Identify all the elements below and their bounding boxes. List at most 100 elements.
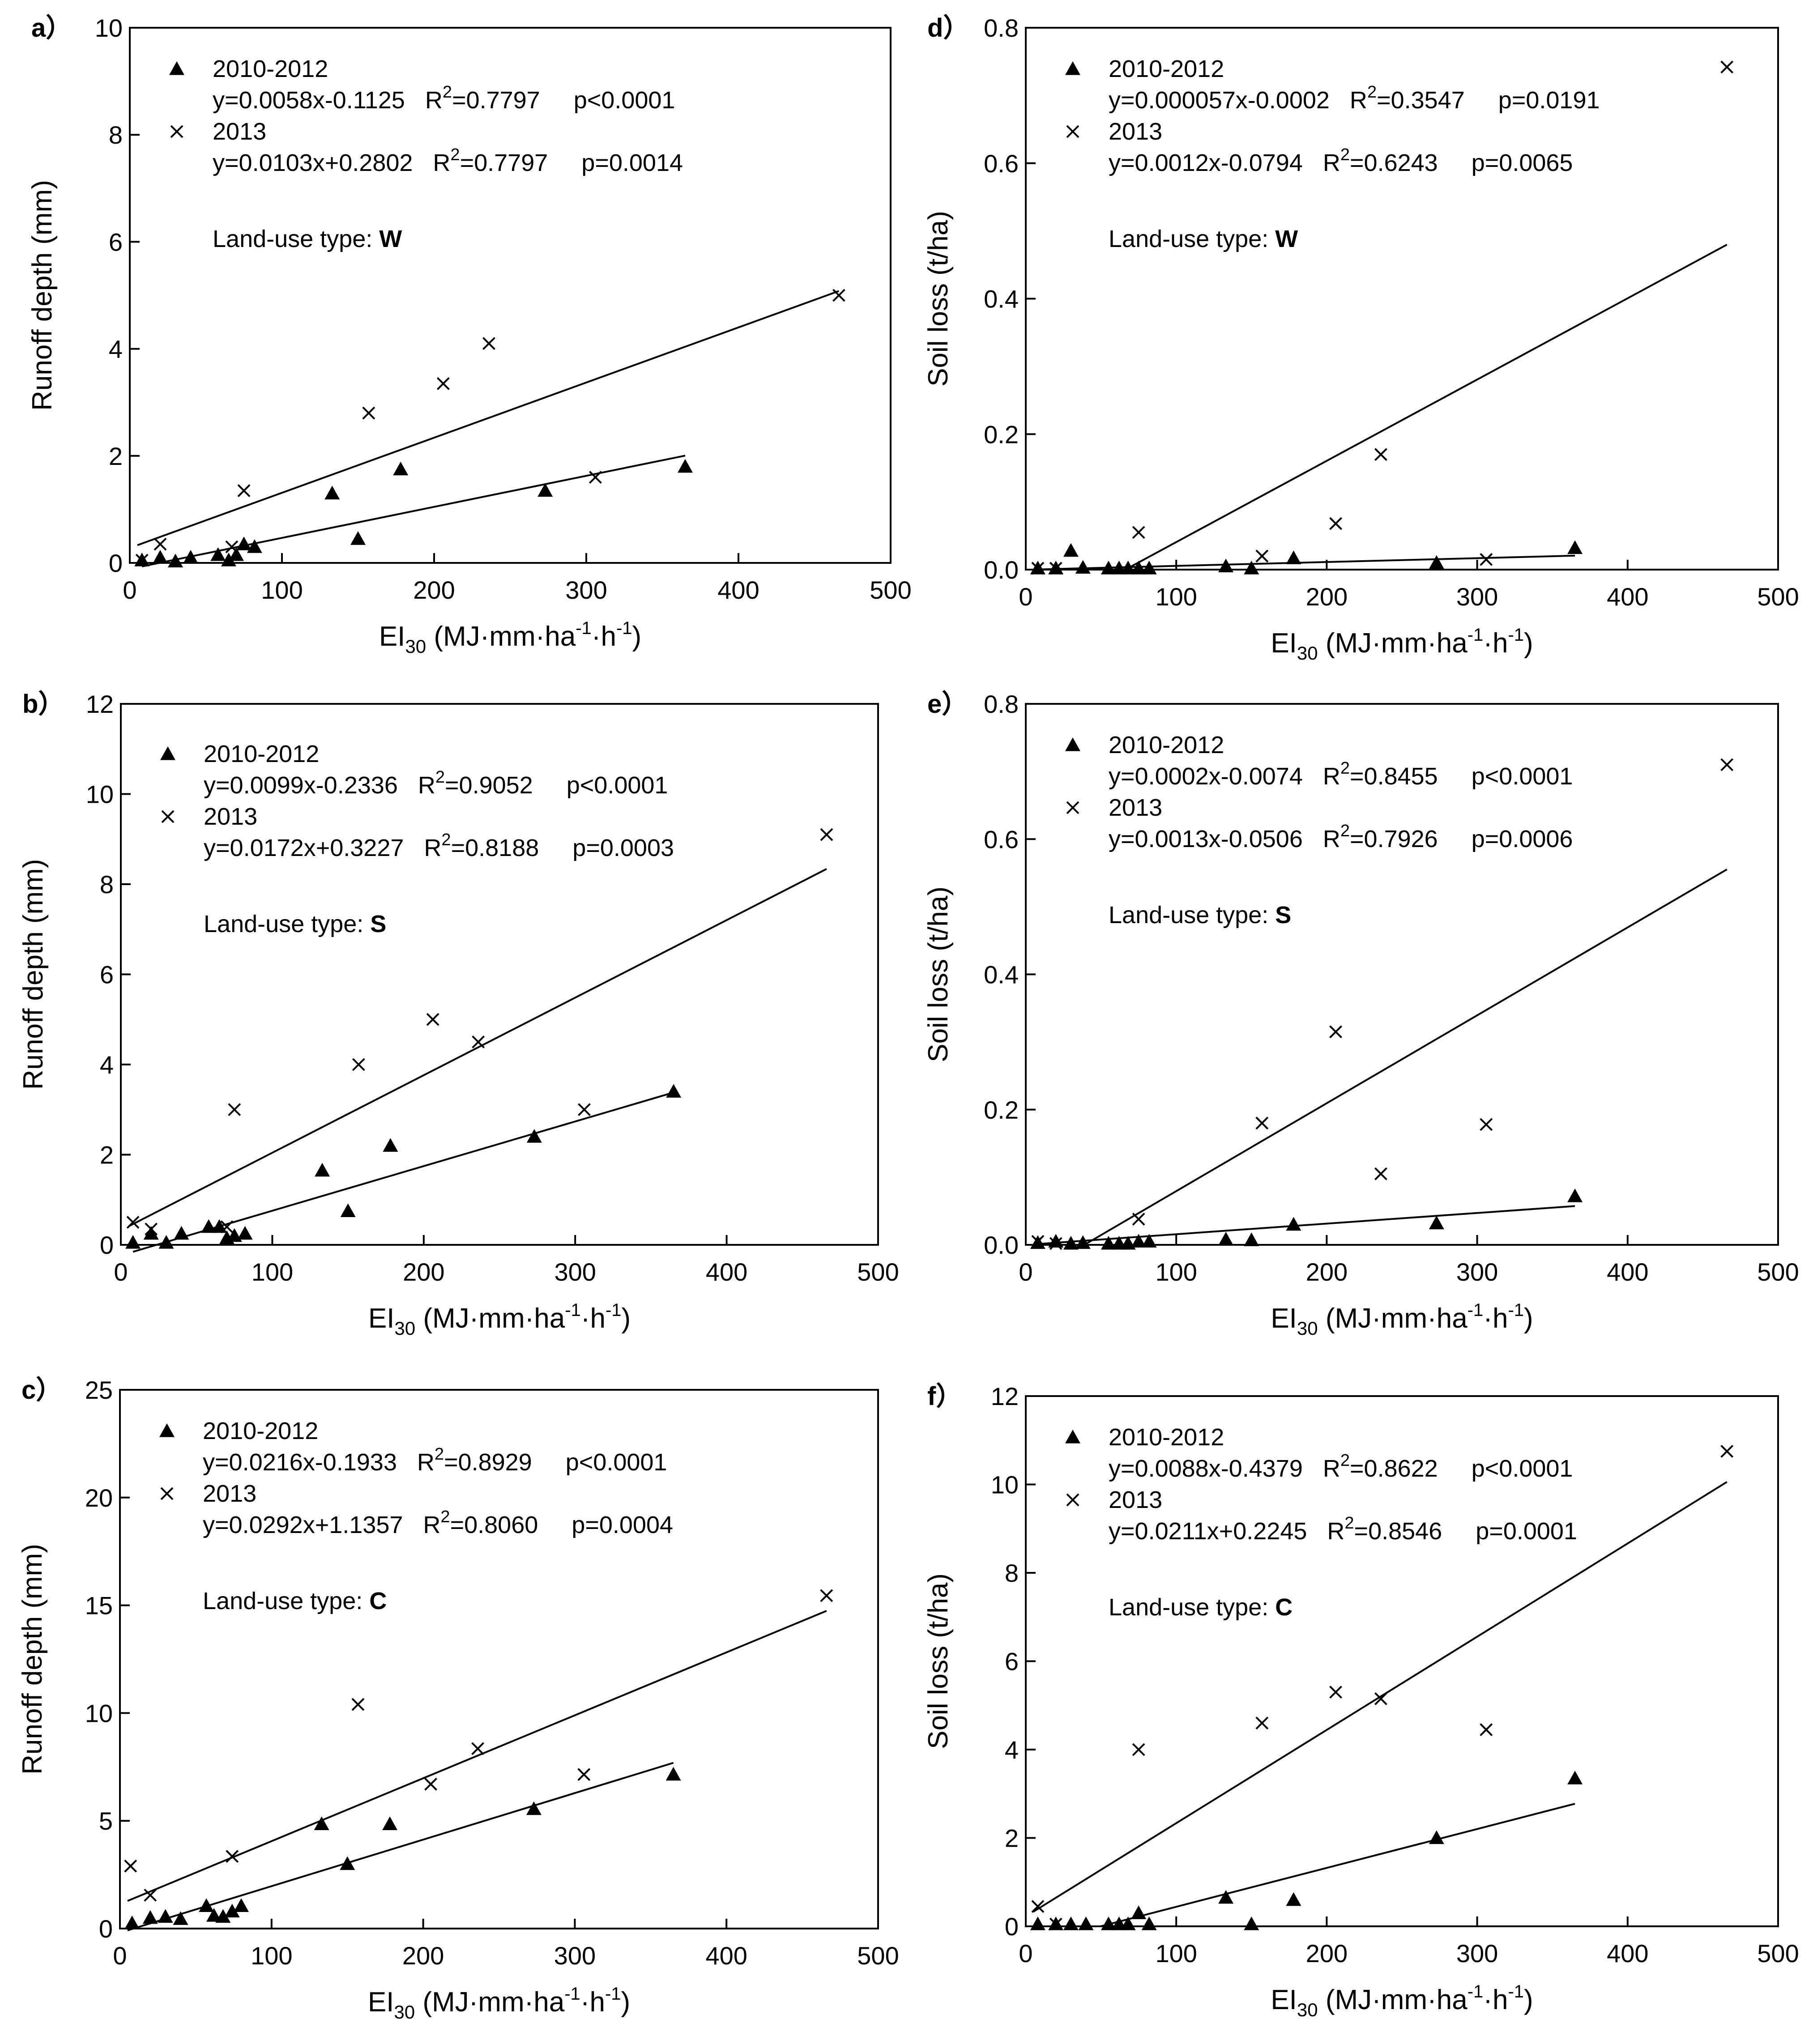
cross-stroke <box>1329 1686 1342 1699</box>
cross-stroke <box>1031 562 1045 575</box>
r2-superscript: 2 <box>450 145 460 164</box>
y-tick-label: 2 <box>1005 1824 1019 1852</box>
data-point-triangle <box>125 1235 141 1249</box>
r2-label: R <box>404 835 441 861</box>
p-value: p=0.0003 <box>539 835 674 861</box>
x-tick-label: 400 <box>706 1258 747 1286</box>
data-point-cross <box>220 1220 234 1234</box>
landuse-type: S <box>370 911 386 937</box>
data-point-triangle <box>665 1767 681 1781</box>
x-label-units: (MJ·mm·ha <box>415 1303 565 1334</box>
data-point-triangle <box>1030 1916 1045 1930</box>
cross-stroke <box>1066 125 1079 138</box>
cross-stroke <box>1132 1213 1145 1226</box>
data-point-cross <box>832 289 845 302</box>
data-point-cross <box>135 554 149 567</box>
data-point-triangle <box>526 1801 542 1815</box>
y-tick-label: 0.0 <box>984 556 1019 584</box>
data-point-triangle <box>1286 550 1301 564</box>
cross-stroke <box>472 1035 485 1049</box>
data-point-cross <box>225 540 239 554</box>
x-tick-label: 500 <box>870 576 911 604</box>
landuse-prefix: Land-use type: <box>1109 1594 1275 1621</box>
x-tick-label: 500 <box>857 1258 899 1286</box>
data-point-cross <box>1720 758 1734 771</box>
data-point-cross <box>351 1698 365 1711</box>
equation-text: y=0.0292x+1.1357 <box>203 1512 403 1538</box>
equation-text: y=0.0002x-0.0074 <box>1109 763 1303 790</box>
cross-stroke <box>1066 1493 1079 1507</box>
cross-stroke <box>1720 60 1734 74</box>
y-tick-label: 0.6 <box>984 825 1019 853</box>
p-value: p<0.0001 <box>1438 763 1573 790</box>
x-label-units: (MJ·mm·ha <box>426 621 576 652</box>
legend-series-name: 2010-2012 <box>1109 55 1224 82</box>
data-point-triangle <box>1218 558 1234 573</box>
x-tick-label: 0 <box>123 576 137 604</box>
y-axis-label: Runoff depth (mm) <box>17 1544 48 1775</box>
equation-text: y=0.000057x-0.0002 <box>1109 87 1330 114</box>
cross-stroke <box>1031 1900 1045 1913</box>
legend-equation: y=0.0002x-0.0074 R2=0.8455 p<0.0001 <box>1109 759 1573 790</box>
data-point-triangle <box>124 1915 140 1929</box>
r2-value: =0.8622 <box>1350 1455 1438 1482</box>
cross-stroke <box>1255 1716 1269 1730</box>
cross-stroke <box>1066 801 1079 814</box>
r2-value: =0.9052 <box>445 772 533 799</box>
x-tick-label: 0 <box>1019 1258 1032 1286</box>
data-point-triangle <box>1075 560 1091 574</box>
y-tick-label: 4 <box>1005 1736 1019 1764</box>
landuse-type: C <box>369 1588 387 1614</box>
legend-series-name: 2013 <box>1109 118 1162 145</box>
data-point-triangle <box>174 1226 189 1240</box>
x-axis-label: EI30 (MJ·mm·ha-1·h-1) <box>368 1300 631 1339</box>
r2-value: =0.6243 <box>1350 149 1438 176</box>
y-tick-label: 4 <box>100 1051 114 1079</box>
x-label-units: (MJ·mm·ha <box>1318 628 1468 659</box>
y-tick-label: 0.2 <box>984 1096 1019 1124</box>
r2-superscript: 2 <box>1340 759 1350 778</box>
data-point-triangle <box>1078 1916 1094 1930</box>
p-value: p<0.0001 <box>1438 1455 1573 1482</box>
legend-marker-cross <box>1066 801 1079 814</box>
data-point-triangle <box>666 1084 682 1098</box>
data-point-cross <box>1480 553 1493 566</box>
fit-line-2013 <box>1084 869 1728 1246</box>
plot-frame <box>119 1389 879 1929</box>
data-point-cross <box>1720 60 1734 74</box>
r2-superscript: 2 <box>443 83 452 102</box>
legend-series-name: 2013 <box>204 803 257 830</box>
x-tick-label: 100 <box>261 576 303 604</box>
legend-equation: y=0.0172x+0.3227 R2=0.8188 p=0.0003 <box>204 830 674 861</box>
r2-label: R <box>1303 1455 1340 1482</box>
x-tick-label: 300 <box>1456 1258 1498 1286</box>
data-point-triangle <box>1075 1235 1091 1249</box>
y-tick-label: 0.8 <box>984 690 1019 718</box>
p-value: p=0.0006 <box>1438 826 1573 852</box>
y-tick-label: 5 <box>99 1807 113 1835</box>
r2-label: R <box>413 149 450 176</box>
data-point-triangle <box>1120 560 1136 575</box>
fit-line-2010-2012 <box>1033 554 1575 571</box>
data-point-triangle <box>393 461 409 476</box>
landuse-type: W <box>1275 226 1298 252</box>
cross-stroke <box>426 1013 439 1026</box>
data-point-triangle <box>229 547 244 561</box>
x-label-superscript: -1 <box>605 1984 621 2004</box>
data-point-triangle <box>210 547 226 561</box>
data-point-cross <box>424 1777 437 1791</box>
landuse-label: Land-use type: S <box>204 911 386 937</box>
x-label-superscript: -1 <box>1508 625 1524 645</box>
cross-stroke <box>225 540 239 554</box>
legend-marker-triangle <box>1065 737 1080 751</box>
data-point-triangle <box>234 1898 249 1912</box>
data-point-cross <box>1031 1900 1045 1913</box>
x-label-main: EI <box>379 621 405 652</box>
landuse-label: Land-use type: S <box>1109 902 1291 928</box>
data-point-cross <box>1720 1445 1734 1458</box>
data-point-cross <box>1255 1716 1269 1730</box>
data-point-triangle <box>1131 1905 1147 1919</box>
x-label-close: ) <box>1524 1984 1533 2015</box>
x-tick-label: 200 <box>402 1942 444 1970</box>
panel-label: b） <box>22 690 64 719</box>
